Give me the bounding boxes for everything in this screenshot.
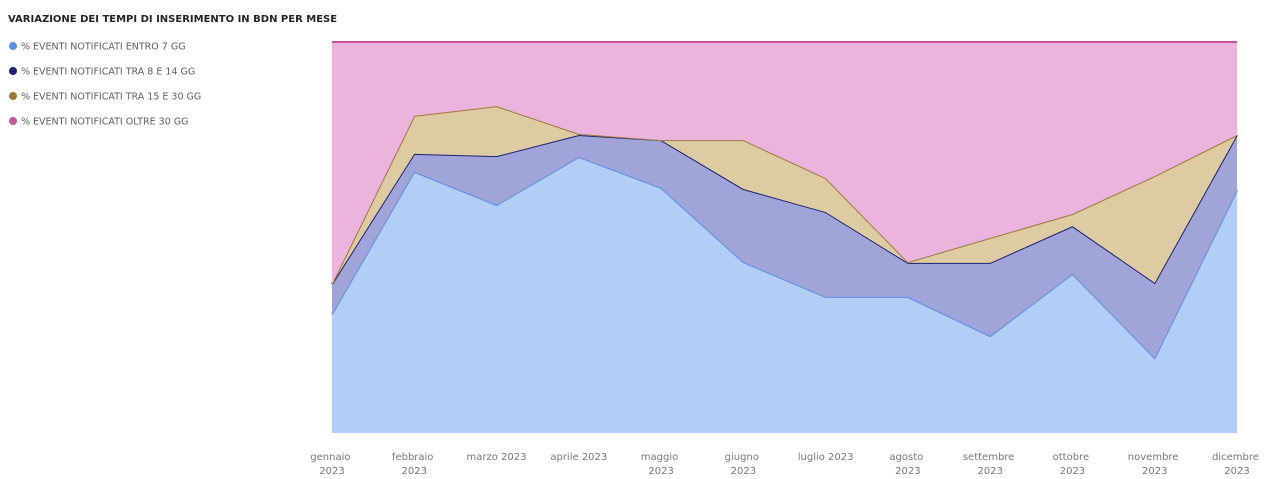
x-tick-label: maggio 2023 bbox=[641, 452, 682, 477]
legend-label: % EVENTI NOTIFICATI ENTRO 7 GG bbox=[21, 42, 186, 53]
x-tick-label: aprile 2023 bbox=[550, 452, 607, 463]
x-tick-label: giugno 2023 bbox=[725, 452, 762, 477]
legend-label: % EVENTI NOTIFICATI TRA 8 E 14 GG bbox=[21, 67, 195, 78]
legend: % EVENTI NOTIFICATI ENTRO 7 GG % EVENTI N… bbox=[9, 42, 201, 128]
area bbox=[332, 135, 1237, 358]
x-tick-label: dicembre 2023 bbox=[1212, 452, 1262, 477]
x-axis: gennaio 2023 febbraio 2023 marzo 2023 april… bbox=[310, 452, 1262, 477]
legend-marker bbox=[9, 67, 17, 75]
x-tick-label: febbraio 2023 bbox=[392, 452, 437, 477]
legend-label: % EVENTI NOTIFICATI TRA 15 E 30 GG bbox=[21, 92, 201, 103]
x-tick-label: ottobre 2023 bbox=[1053, 452, 1093, 477]
area bbox=[332, 106, 1237, 285]
chart-title: VARIAZIONE DEI TEMPI DI INSERIMENTO IN B… bbox=[8, 14, 337, 25]
x-tick-label: marzo 2023 bbox=[467, 452, 527, 463]
x-tick-label: agosto 2023 bbox=[889, 452, 926, 477]
area bbox=[332, 156, 1237, 434]
area bbox=[332, 42, 1237, 285]
legend-marker bbox=[9, 92, 17, 100]
x-tick-label: gennaio 2023 bbox=[310, 452, 353, 477]
legend-marker bbox=[9, 42, 17, 50]
legend-marker bbox=[9, 117, 17, 125]
x-tick-label: settembre 2023 bbox=[963, 452, 1018, 477]
plot-area bbox=[331, 41, 1238, 434]
x-tick-label: novembre 2023 bbox=[1128, 452, 1182, 477]
x-tick-label: luglio 2023 bbox=[798, 452, 854, 463]
legend-label: % EVENTI NOTIFICATI OLTRE 30 GG bbox=[21, 117, 188, 128]
